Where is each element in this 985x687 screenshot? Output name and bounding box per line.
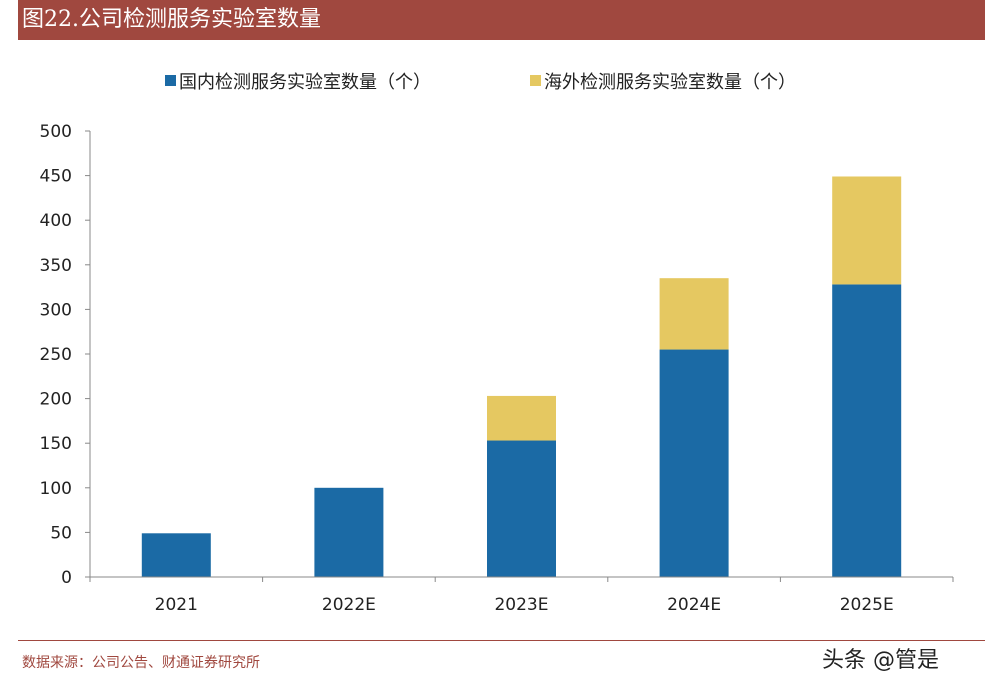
- legend-swatch: [165, 75, 176, 86]
- legend-label: 海外检测服务实验室数量（个）: [544, 72, 796, 93]
- y-tick-label: 300: [40, 300, 72, 320]
- bar-segment-overseas-2024E: [659, 278, 729, 350]
- y-axis: 0 50 100 150 200 250 300 350 400 450 500: [40, 122, 91, 588]
- legend-swatch: [530, 75, 541, 86]
- y-tick-label: 500: [40, 122, 72, 142]
- legend: 国内检测服务实验室数量（个） 海外检测服务实验室数量（个）: [165, 72, 796, 93]
- y-tick-label: 0: [61, 568, 72, 588]
- x-tick-label: 2024E: [667, 595, 721, 615]
- bar-segment-overseas-2023E: [487, 395, 556, 441]
- stacked-bar-chart: 国内检测服务实验室数量（个） 海外检测服务实验室数量（个） 0 50 100 150 20…: [40, 72, 954, 615]
- y-tick-label: 450: [40, 167, 72, 187]
- chart-title: 图22.公司检测服务实验室数量: [18, 0, 985, 40]
- x-tick-label: 2025E: [840, 595, 894, 615]
- bar-segment-domestic-2023E: [487, 440, 556, 577]
- y-tick-label: 250: [40, 345, 72, 365]
- y-tick-label: 200: [40, 390, 72, 410]
- y-tick-label: 100: [40, 479, 72, 499]
- source-note: 数据来源：公司公告、财通证券研究所: [22, 655, 260, 671]
- bar-segment-domestic-2025E: [832, 284, 902, 577]
- x-tick-label: 2021: [155, 595, 198, 615]
- y-tick-label: 400: [40, 211, 72, 231]
- y-tick-label: 350: [40, 256, 72, 276]
- x-tick-label: 2022E: [322, 595, 376, 615]
- watermark: 头条 @管是: [822, 648, 939, 673]
- bar-segment-domestic-2021: [141, 533, 211, 577]
- x-tick-label: 2023E: [494, 595, 548, 615]
- legend-label: 国内检测服务实验室数量（个）: [179, 72, 431, 93]
- x-axis: 2021 2022E 2023E 2024E 2025E: [89, 576, 954, 615]
- footer-divider: [18, 640, 985, 641]
- y-tick-label: 150: [40, 434, 72, 454]
- bar-segment-domestic-2022E: [314, 487, 384, 577]
- bar-segment-domestic-2024E: [659, 349, 729, 577]
- bar-segment-overseas-2025E: [832, 176, 902, 285]
- bars: [141, 176, 902, 577]
- y-tick-label: 50: [50, 523, 72, 543]
